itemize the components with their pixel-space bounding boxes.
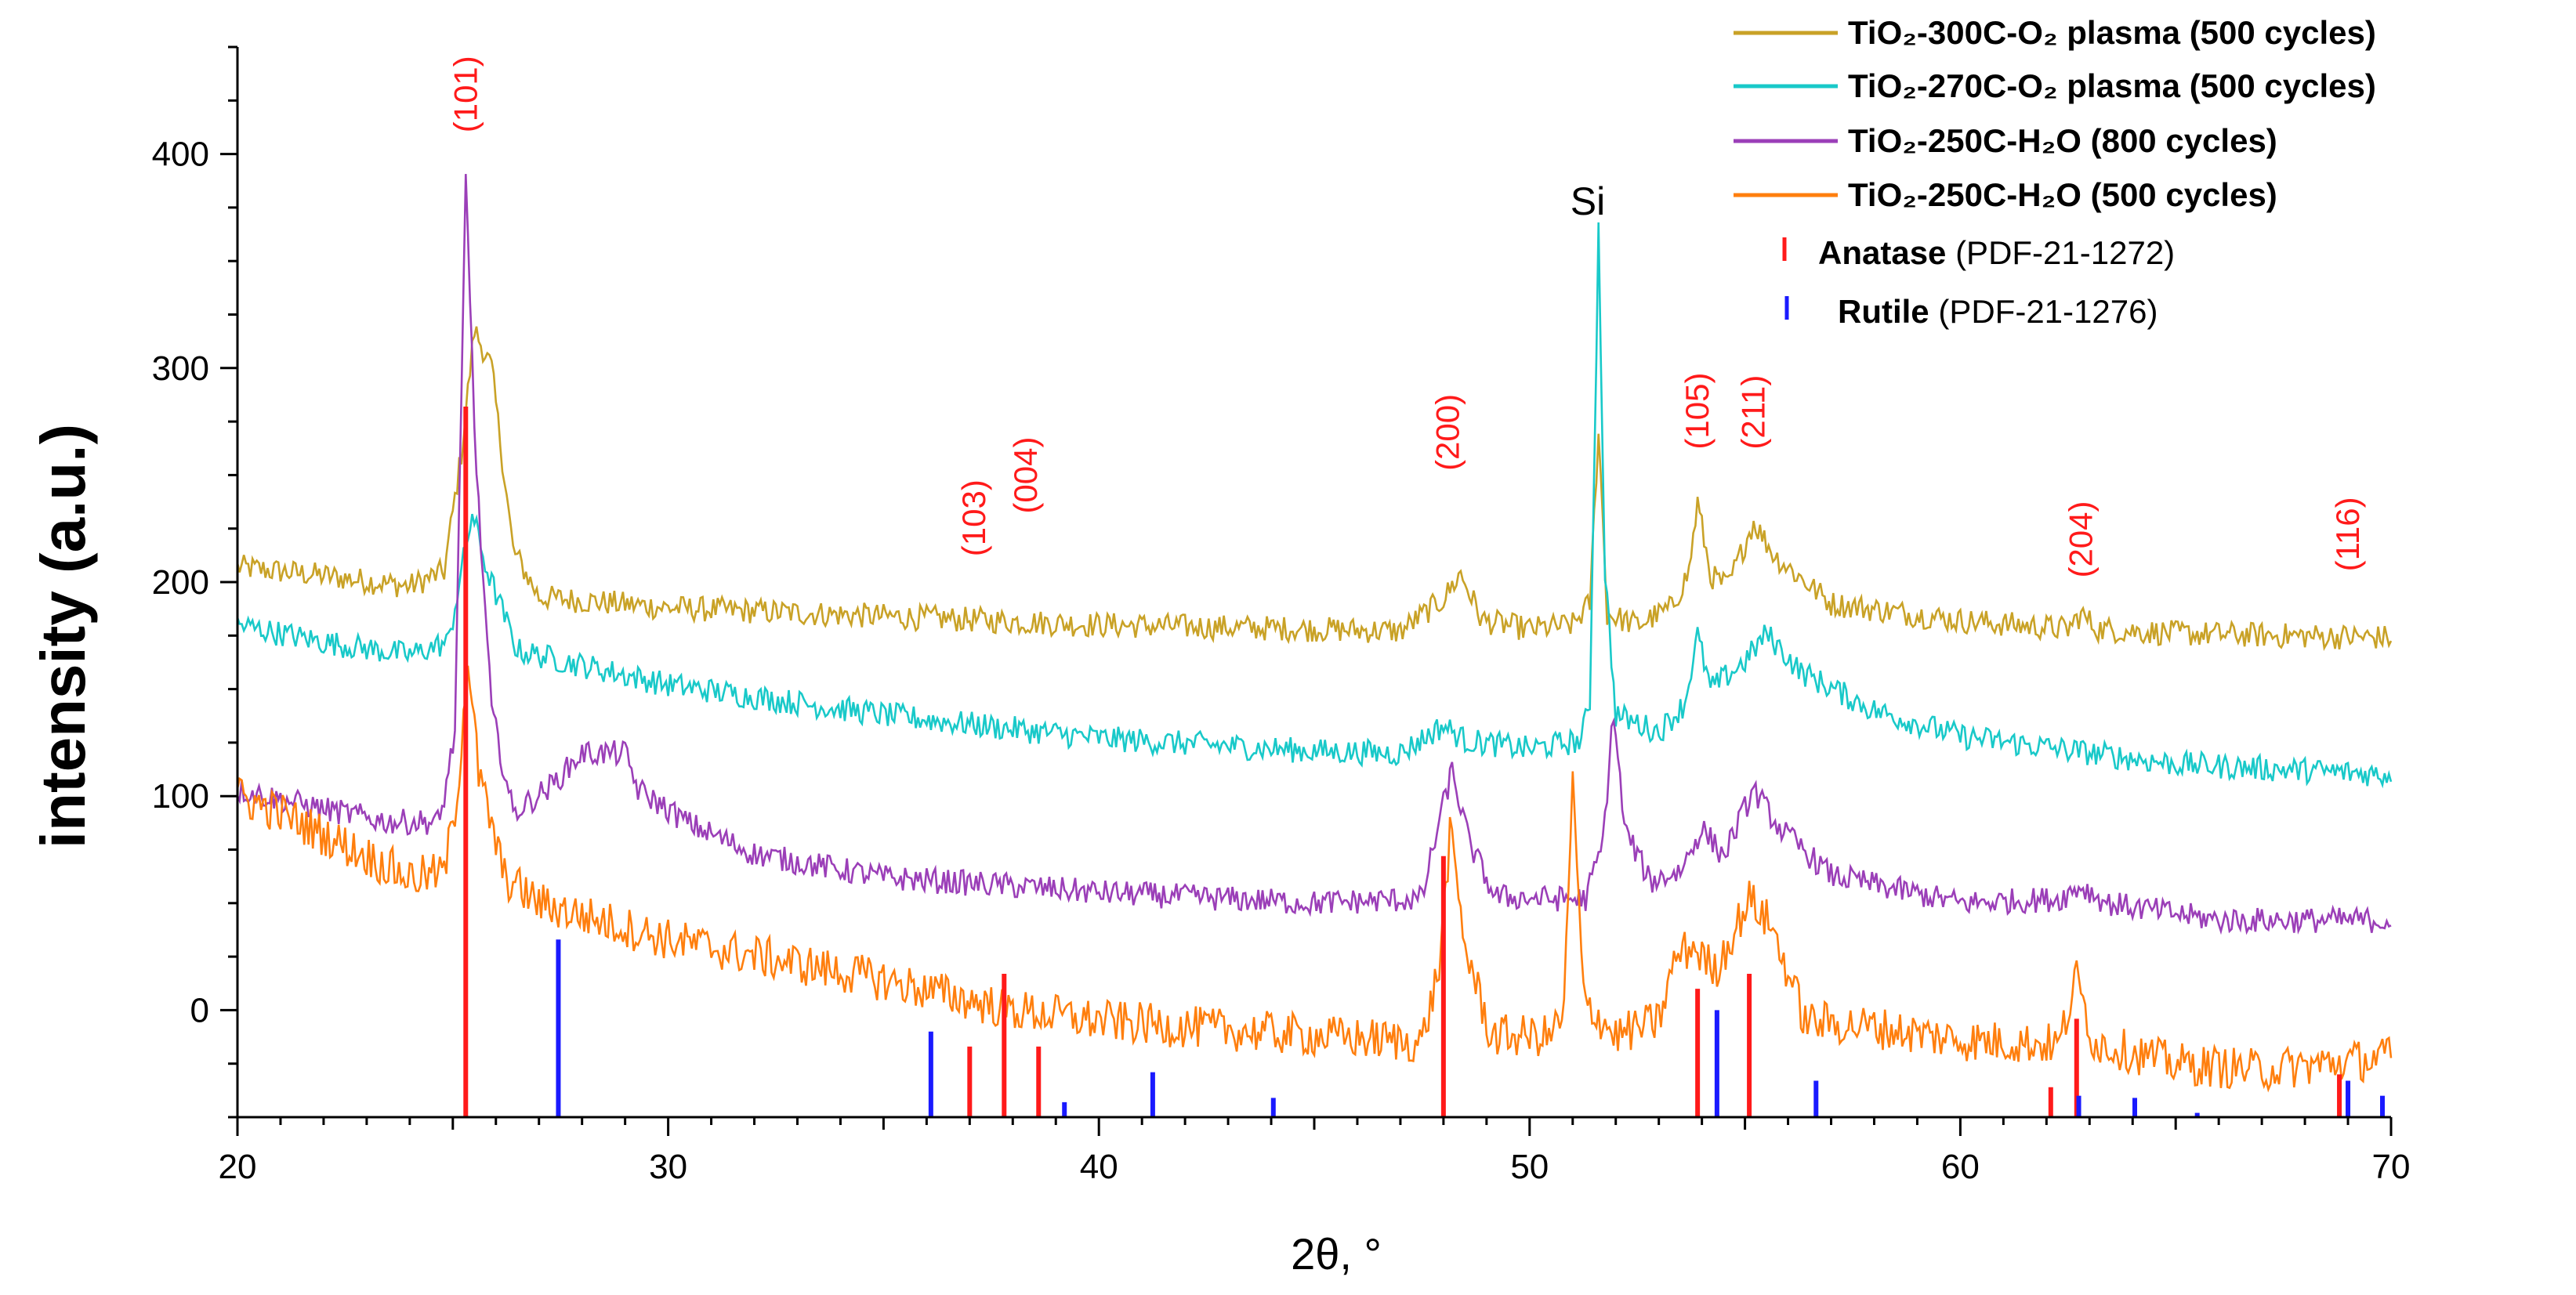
axes: 20 30 40 50 60 70 0 100 200 300 400 xyxy=(152,45,2411,1186)
legend-reference-name: Anatase xyxy=(1818,234,1946,271)
legend-reference-name: Rutile xyxy=(1838,293,1929,330)
peak-annotations: (101) (103) (004) (200) (105) (211) (204) (116)… xyxy=(447,56,2366,577)
x-tick-label: 70 xyxy=(2372,1148,2411,1186)
x-tick-label: 60 xyxy=(1941,1148,1980,1186)
legend-label: TiO₂-250C-H₂O (500 cycles) xyxy=(1848,176,2277,213)
reference-lines xyxy=(463,406,2386,1117)
x-tick-label: 20 xyxy=(219,1148,257,1186)
x-tick-label: 50 xyxy=(1510,1148,1549,1186)
legend-label: TiO₂-270C-O₂ plasma (500 cycles) xyxy=(1848,67,2376,104)
x-axis-title: 2θ, ° xyxy=(1291,1229,1382,1279)
plot-area xyxy=(236,174,2393,1093)
legend: TiO₂-300C-O₂ plasma (500 cycles) TiO₂-270… xyxy=(1734,14,2376,330)
y-axis-title: intensity (a.u.) xyxy=(28,424,98,848)
series-300c-o2-plasma-line xyxy=(236,326,2393,651)
y-tick-label: 0 xyxy=(190,991,209,1029)
miller-index-label: (211) xyxy=(1735,375,1772,450)
y-tick-label: 100 xyxy=(152,777,209,816)
miller-index-label: (105) xyxy=(1679,373,1716,450)
miller-index-label: (101) xyxy=(447,56,484,132)
miller-index-label: (200) xyxy=(1429,394,1466,471)
series-250c-h2o-500-line xyxy=(236,665,2393,1093)
series-250c-h2o-800-line xyxy=(236,174,2392,935)
y-tick-label: 200 xyxy=(152,563,209,602)
x-tick-label: 30 xyxy=(649,1148,687,1186)
miller-index-label: (204) xyxy=(2062,501,2099,577)
legend-reference-pdf: (PDF-21-1276) xyxy=(1929,293,2158,330)
legend-label: TiO₂-300C-O₂ plasma (500 cycles) xyxy=(1848,14,2376,51)
miller-index-label: (116) xyxy=(2329,497,2366,571)
legend-label: TiO₂-250C-H₂O (800 cycles) xyxy=(1848,122,2277,159)
miller-index-label: (103) xyxy=(955,479,992,556)
legend-reference-label: Anatase (PDF-21-1272) xyxy=(1818,234,2175,271)
miller-index-label: (004) xyxy=(1007,437,1044,514)
y-tick-label: 300 xyxy=(152,349,209,388)
y-tick-label: 400 xyxy=(152,136,209,174)
si-peak-label: Si xyxy=(1571,179,1605,223)
series-270c-o2-plasma-line xyxy=(236,222,2393,789)
legend-reference-pdf: (PDF-21-1272) xyxy=(1946,234,2175,271)
legend-reference-label: Rutile (PDF-21-1276) xyxy=(1838,293,2158,330)
x-tick-label: 40 xyxy=(1080,1148,1118,1186)
